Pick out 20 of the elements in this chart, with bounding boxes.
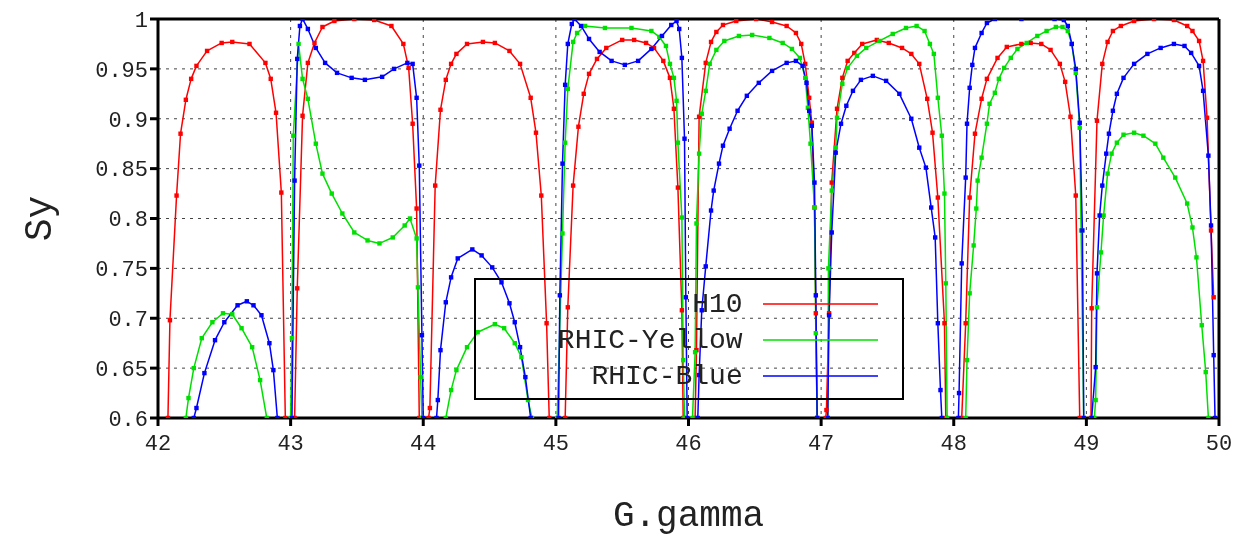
y-tick-label: 1 bbox=[134, 8, 148, 34]
y-tick-label: 0.6 bbox=[108, 407, 148, 433]
y-tick-label: 0.75 bbox=[95, 258, 148, 284]
y-tick-label: 0.65 bbox=[95, 357, 148, 383]
x-tick-label: 47 bbox=[807, 431, 835, 457]
y-tick-label: 0.9 bbox=[108, 108, 148, 134]
x-tick-label: 50 bbox=[1205, 431, 1233, 457]
x-tick-label: 42 bbox=[144, 431, 172, 457]
x-tick-label: 45 bbox=[542, 431, 570, 457]
y-tick-label: 0.85 bbox=[95, 158, 148, 184]
y-axis-title: Sy bbox=[19, 195, 63, 242]
y-tick-label: 0.7 bbox=[108, 308, 148, 334]
x-tick-label: 49 bbox=[1073, 431, 1100, 457]
y-tick-label: 0.95 bbox=[95, 58, 148, 84]
y-tick-label: 0.8 bbox=[108, 208, 148, 234]
x-tick-label: 46 bbox=[675, 431, 702, 457]
x-tick-label: 44 bbox=[410, 431, 437, 457]
x-tick-label: 43 bbox=[277, 431, 304, 457]
x-tick-label: 48 bbox=[940, 431, 967, 457]
x-axis-title: G.gamma bbox=[612, 496, 765, 537]
